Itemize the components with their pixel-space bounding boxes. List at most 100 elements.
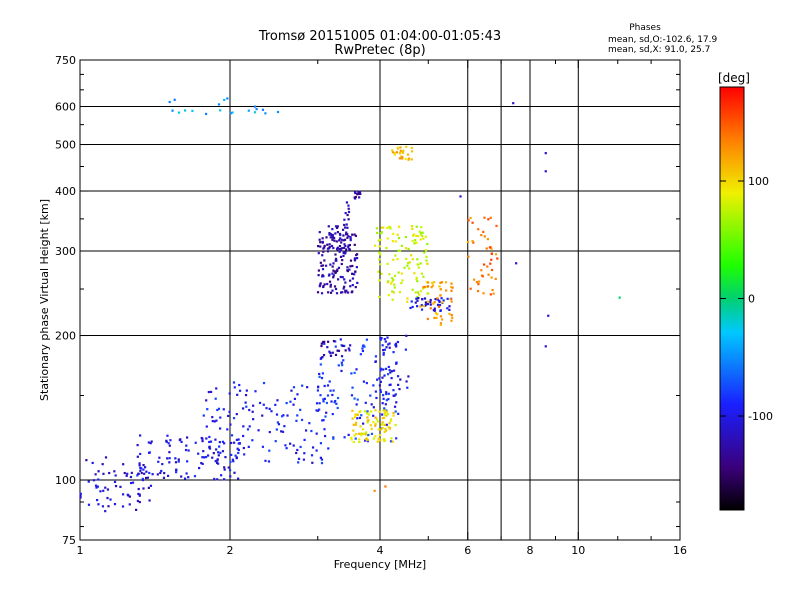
data-point (379, 263, 382, 266)
data-point (415, 241, 418, 244)
data-point (341, 291, 344, 294)
data-point (341, 344, 344, 348)
data-point (377, 437, 380, 440)
data-point (392, 232, 395, 235)
data-point (439, 288, 442, 291)
data-point (366, 421, 369, 424)
colorbar-tick-label: 100 (748, 175, 769, 188)
data-point (476, 290, 480, 293)
data-point (334, 340, 337, 343)
data-point (339, 247, 342, 251)
data-point (276, 399, 279, 402)
data-point (374, 416, 377, 419)
data-point (215, 448, 218, 451)
data-point (419, 262, 422, 265)
data-point (323, 259, 326, 262)
data-point (168, 451, 171, 454)
data-point (91, 461, 94, 465)
data-point (229, 475, 232, 478)
data-point (280, 415, 284, 418)
data-point (306, 386, 309, 389)
data-point (385, 423, 388, 426)
y-axis-label: Stationary phase Virtual Height [km] (38, 199, 51, 401)
data-point (409, 306, 412, 310)
data-point (329, 351, 332, 355)
data-point (316, 389, 320, 392)
data-point (161, 462, 164, 466)
data-point (284, 444, 287, 447)
data-point (144, 476, 148, 480)
data-point (202, 450, 205, 453)
data-point (450, 282, 453, 285)
data-point (299, 408, 302, 411)
data-point (388, 368, 391, 372)
data-point (340, 241, 343, 244)
data-point (426, 262, 429, 265)
data-point (322, 285, 325, 288)
data-point (394, 254, 397, 257)
data-point (165, 439, 168, 442)
data-point (396, 147, 400, 150)
data-point (128, 495, 131, 498)
data-point (403, 266, 406, 269)
data-point (331, 272, 334, 275)
data-point (333, 270, 336, 273)
data-point (360, 434, 363, 437)
data-point (235, 457, 238, 460)
data-point (345, 248, 348, 251)
data-point (334, 345, 337, 348)
data-point (359, 353, 362, 356)
data-point (107, 505, 110, 508)
data-point (187, 449, 190, 452)
data-point (339, 275, 342, 279)
data-point (382, 394, 385, 397)
data-point (426, 285, 430, 288)
data-point (393, 283, 396, 286)
data-point (217, 103, 221, 106)
y-tick-label: 75 (62, 534, 76, 547)
stats-x-mode: mean, sd,X: 91.0, 25.7 (608, 45, 710, 55)
data-point (494, 277, 497, 280)
data-point (379, 428, 382, 431)
data-point (138, 493, 141, 496)
data-point (358, 416, 362, 420)
data-point (87, 480, 90, 483)
data-point (354, 415, 357, 419)
data-point (446, 297, 449, 300)
data-point (229, 460, 232, 464)
data-point (230, 453, 233, 457)
data-point (205, 399, 208, 402)
data-point (333, 239, 336, 242)
data-point (329, 233, 332, 236)
data-point (373, 489, 376, 492)
data-point (416, 291, 420, 294)
data-point (237, 477, 240, 480)
data-point (407, 375, 410, 378)
data-point (148, 471, 151, 475)
data-point (411, 239, 414, 243)
data-point (408, 267, 411, 270)
data-point (150, 440, 153, 443)
data-point (416, 299, 419, 302)
data-point (222, 478, 226, 481)
data-point (329, 389, 332, 392)
data-point (386, 226, 389, 230)
data-point (427, 292, 430, 295)
data-point (346, 266, 349, 269)
data-point (339, 233, 342, 237)
data-point (391, 440, 394, 443)
data-point (390, 370, 394, 373)
data-point (406, 386, 409, 389)
data-point (344, 244, 347, 248)
data-point (331, 412, 334, 416)
data-point (469, 216, 472, 220)
data-point (486, 265, 489, 268)
x-tick-label: 8 (527, 544, 534, 557)
data-point (177, 458, 180, 461)
data-point (215, 419, 218, 422)
data-point (320, 462, 324, 465)
data-point (296, 414, 299, 417)
data-point (329, 291, 333, 294)
data-point (377, 428, 380, 431)
data-point (347, 235, 350, 238)
